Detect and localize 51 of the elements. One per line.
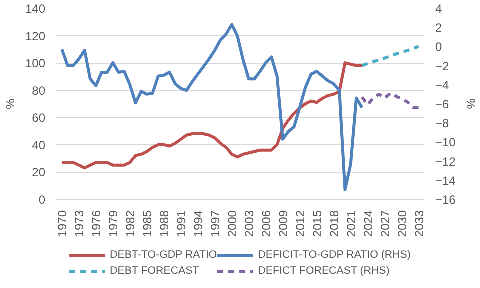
x-tick-label: 1970 — [56, 210, 70, 238]
x-tick-label: 2030 — [395, 210, 410, 238]
legend-label: DEBT FORECAST — [110, 264, 200, 279]
x-tick-label: 1982 — [124, 210, 138, 238]
line-series — [360, 45, 420, 68]
legend-label: DEFICIT-TO-GDP RATIO (RHS) — [258, 248, 411, 263]
x-tick-label: 1994 — [192, 210, 206, 238]
x-tick-label: 2012 — [293, 210, 308, 238]
x-tick-label: 2015 — [310, 210, 324, 238]
y-tick-label: 0 — [38, 193, 46, 207]
x-tick-label: 2027 — [378, 210, 392, 238]
y-tick-label: 40 — [32, 138, 46, 152]
x-tick-label: 2033 — [412, 210, 426, 238]
y-tick-label: 140 — [25, 2, 46, 16]
y2-tick-label: 4 — [436, 2, 442, 16]
legend-label: DEFICT FORECAST (RHS) — [258, 264, 390, 279]
y2-tick-label: −12 — [436, 154, 456, 169]
y-tick-label: 60 — [32, 111, 46, 126]
y2-tick-label: −6 — [436, 98, 450, 112]
x-tick-label: 1997 — [208, 210, 223, 238]
x-tick-label: 1985 — [140, 210, 155, 238]
x-tick-label: 2003 — [242, 210, 256, 238]
y2-tick-label: −8 — [436, 116, 450, 131]
y2-tick-label: −14 — [436, 174, 456, 188]
y2-tick-label: −16 — [436, 193, 456, 207]
x-tick-label: 2009 — [276, 210, 290, 238]
line-series — [60, 23, 364, 192]
y2-tick-label: −4 — [436, 78, 450, 92]
y-axis-title: % — [3, 98, 18, 110]
y2-tick-label: −2 — [436, 59, 450, 74]
line-series — [60, 62, 364, 170]
y2-axis-title: % — [464, 98, 478, 110]
x-tick-label: 1991 — [174, 210, 189, 238]
y-tick-label: 80 — [32, 84, 46, 98]
x-tick-label: 2018 — [327, 210, 342, 238]
x-tick-label: 2024 — [361, 210, 376, 238]
y2-tick-label: 0 — [436, 40, 442, 54]
x-tick-label: 2000 — [226, 210, 240, 238]
y2-tick-label: −10 — [436, 136, 456, 150]
x-tick-label: 1988 — [158, 210, 172, 238]
x-tick-label: 1973 — [72, 210, 87, 238]
y-tick-label: 100 — [25, 56, 46, 71]
legend-label: DEBT-TO-GDP RATIO — [110, 248, 218, 263]
y-tick-label: 120 — [25, 29, 46, 44]
y2-tick-label: 2 — [436, 21, 442, 36]
x-tick-label: 1976 — [90, 210, 104, 238]
x-tick-label: 2021 — [344, 210, 358, 238]
y-tick-label: 20 — [32, 166, 46, 180]
x-tick-label: 2006 — [259, 210, 274, 238]
x-tick-label: 1979 — [106, 210, 121, 238]
line-series — [360, 92, 420, 110]
